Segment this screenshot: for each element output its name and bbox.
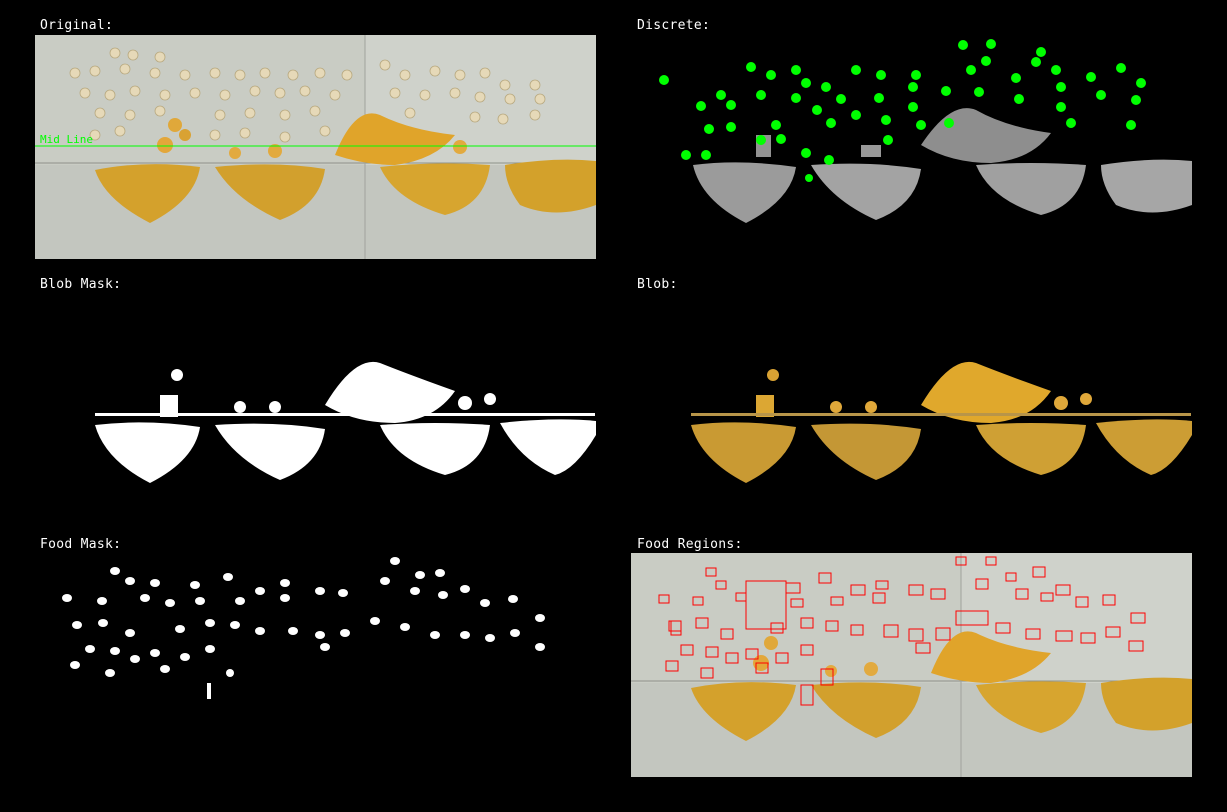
blob-svg xyxy=(631,295,1192,519)
food-mask-svg xyxy=(35,553,596,777)
discrete-panel-label: Discrete: xyxy=(637,18,711,33)
food-mask-image xyxy=(35,553,596,777)
food-mask-white xyxy=(62,557,545,699)
blob-colored xyxy=(691,361,1192,483)
discrete-food-markers xyxy=(659,39,1146,182)
discrete-svg xyxy=(631,35,1192,259)
blob-mask-white xyxy=(95,361,596,483)
blob-mask-panel-label: Blob Mask: xyxy=(40,277,122,292)
food-regions-svg xyxy=(631,553,1192,777)
blob-panel-label: Blob: xyxy=(637,277,678,292)
mid-line-label: Mid Line xyxy=(40,133,93,146)
original-image: Mid Line xyxy=(35,35,596,259)
food-mask-panel-label: Food Mask: xyxy=(40,537,122,552)
discrete-slime-mold xyxy=(693,108,1192,223)
blob-mask-svg xyxy=(35,295,596,519)
original-photo-svg: Mid Line xyxy=(35,35,596,259)
food-oats-original xyxy=(69,47,546,143)
food-regions-image xyxy=(631,553,1192,777)
discrete-image xyxy=(631,35,1192,259)
blob-image xyxy=(631,295,1192,519)
slime-mold-regions xyxy=(691,631,1192,741)
slime-mold-original xyxy=(95,113,596,223)
food-regions-panel-label: Food Regions: xyxy=(637,537,743,552)
blob-mask-image xyxy=(35,295,596,519)
region-boxes xyxy=(658,556,1146,706)
original-panel-label: Original: xyxy=(40,18,114,33)
